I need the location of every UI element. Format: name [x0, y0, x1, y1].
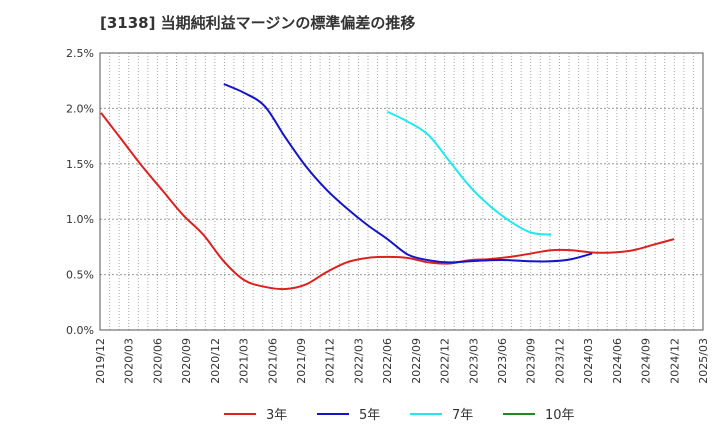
x-tick-label: 2020/12: [209, 338, 222, 384]
legend-label: 5年: [359, 408, 380, 423]
x-tick-label: 2024/12: [668, 338, 681, 384]
x-tick-label: 2024/09: [640, 338, 653, 384]
x-axis-ticks: 2019/12 2020/03 2020/06 2020/09 2020/12 2021/…: [94, 338, 710, 384]
legend-label: 3年: [266, 408, 287, 423]
plot-area-border: [99, 52, 704, 331]
x-tick-label: 2020/03: [123, 338, 136, 384]
x-tick-label: 2020/06: [151, 338, 164, 384]
legend-label: 7年: [452, 408, 473, 423]
y-axis-ticks: 0.0% 0.5% 1.0% 1.5% 2.0% 2.5%: [66, 47, 94, 337]
y-tick-label: 2.0%: [66, 102, 94, 115]
series-line-1: [100, 112, 675, 291]
x-tick-label: 2020/09: [180, 338, 193, 384]
y-tick-label: 1.0%: [66, 213, 94, 226]
grid-lines: [100, 53, 703, 330]
series-line-3: [387, 110, 552, 236]
chart-title: [3138] 当期純利益マージンの標準偏差の推移: [100, 14, 415, 32]
x-tick-label: 2023/09: [525, 338, 538, 384]
x-tick-label: 2022/06: [381, 338, 394, 384]
x-tick-label: 2021/03: [238, 338, 251, 384]
x-tick-label: 2019/12: [94, 338, 107, 384]
y-tick-label: 0.0%: [66, 324, 94, 337]
legend-label: 10年: [545, 408, 575, 423]
x-tick-label: 2023/03: [467, 338, 480, 384]
x-tick-label: 2024/06: [611, 338, 624, 384]
x-tick-label: 2021/06: [266, 338, 279, 384]
x-tick-label: 2022/03: [352, 338, 365, 384]
x-tick-label: 2022/12: [439, 338, 452, 384]
y-tick-label: 2.5%: [66, 47, 94, 60]
legend: 3年 5年 7年 10年: [224, 408, 575, 423]
y-tick-label: 0.5%: [66, 269, 94, 282]
x-tick-label: 2024/03: [582, 338, 595, 384]
y-tick-label: 1.5%: [66, 158, 94, 171]
x-tick-label: 2022/09: [410, 338, 423, 384]
series-lines: [100, 83, 675, 291]
series-line-2: [223, 83, 593, 264]
x-tick-label: 2021/09: [295, 338, 308, 384]
x-tick-label: 2023/12: [553, 338, 566, 384]
x-tick-label: 2021/12: [324, 338, 337, 384]
x-tick-label: 2025/03: [697, 338, 710, 384]
x-tick-label: 2023/06: [496, 338, 509, 384]
